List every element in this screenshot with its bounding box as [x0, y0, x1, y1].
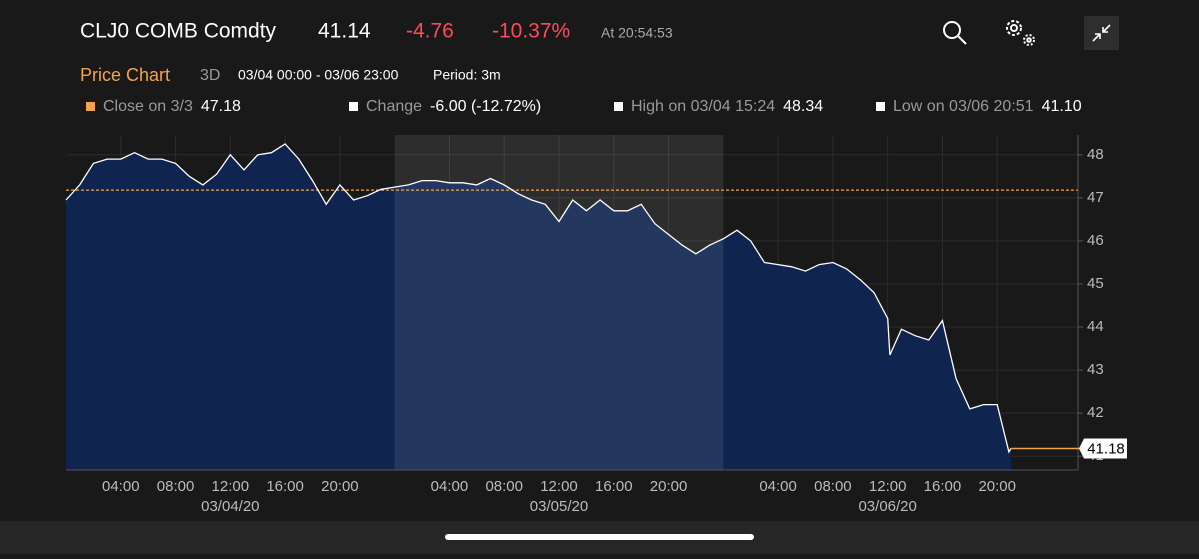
ticker: CLJ0 COMB Comdty — [80, 20, 277, 43]
area — [66, 144, 1011, 470]
x-tick-label: 08:00 — [814, 478, 852, 495]
collapse-button[interactable] — [1084, 16, 1119, 50]
y-tick-label: 43 — [1087, 361, 1104, 378]
x-tick-label: 12:00 — [212, 478, 250, 495]
x-tick-label: 04:00 — [759, 478, 797, 495]
y-tick-label: 48 — [1087, 146, 1104, 163]
price-line — [65, 143, 1012, 454]
legend-value: 41.10 — [1042, 98, 1082, 115]
price: 41.14 — [318, 20, 371, 43]
x-tick-label: 08:00 — [485, 478, 523, 495]
y-tick-label: 44 — [1087, 318, 1104, 335]
legend: Close on 3/3 47.18 Change -6.00 (-12.72%) Hi… — [86, 98, 1082, 115]
highlight-band — [394, 135, 724, 470]
legend-label: Close on 3/3 — [103, 98, 193, 115]
legend-swatch — [876, 102, 885, 111]
legend-label: Change — [366, 98, 422, 115]
y-tick-label: 47 — [1087, 189, 1104, 206]
time: At 20:54:53 — [601, 25, 673, 41]
x-tick-label: 16:00 — [924, 478, 962, 495]
x-tick-label: 20:00 — [978, 478, 1016, 495]
legend-item: Close on 3/3 47.18 — [103, 98, 241, 115]
last-value-box — [1079, 438, 1127, 459]
settings-icon[interactable] — [1006, 20, 1035, 46]
legend-value: 47.18 — [201, 98, 241, 115]
x-tick-label: 12:00 — [540, 478, 578, 495]
range[interactable]: 3D — [200, 67, 220, 84]
legend-item: High on 03/04 15:24 48.34 — [631, 98, 823, 115]
legend-value: 48.34 — [783, 98, 823, 115]
y-tick-label: 42 — [1087, 404, 1104, 421]
x-tick-label: 12:00 — [869, 478, 907, 495]
date-label: 03/05/20 — [530, 498, 588, 515]
period: Period: 3m — [433, 67, 501, 83]
last-value-label: 41.18 — [1087, 440, 1125, 457]
date-label: 03/04/20 — [201, 498, 259, 515]
change-pct: -10.37% — [492, 20, 570, 43]
x-tick-label: 04:00 — [431, 478, 469, 495]
legend-swatch — [86, 102, 95, 111]
legend-value: -6.00 (-12.72%) — [430, 98, 541, 115]
home-indicator[interactable] — [445, 534, 754, 540]
x-tick-label: 16:00 — [266, 478, 304, 495]
legend-swatch — [614, 102, 623, 111]
period-range: 03/04 00:00 - 03/06 23:00 — [238, 67, 399, 83]
legend-label: High on 03/04 15:24 — [631, 98, 775, 115]
legend-item: Change -6.00 (-12.72%) — [366, 98, 541, 115]
date-label: 03/06/20 — [858, 498, 916, 515]
x-tick-label: 08:00 — [157, 478, 195, 495]
y-tick-label: 46 — [1087, 232, 1104, 249]
x-tick-label: 04:00 — [102, 478, 140, 495]
y-tick-label: 45 — [1087, 275, 1104, 292]
legend-item: Low on 03/06 20:51 41.10 — [893, 98, 1082, 115]
x-tick-label: 16:00 — [595, 478, 633, 495]
x-tick-label: 20:00 — [650, 478, 688, 495]
search-icon[interactable] — [943, 21, 967, 45]
chart-name[interactable]: Price Chart — [80, 65, 170, 85]
change: -4.76 — [406, 20, 454, 43]
legend-swatch — [349, 102, 358, 111]
plot: 414243444546474804:0008:0012:0016:0020:0… — [65, 135, 1127, 515]
legend-label: Low on 03/06 20:51 — [893, 98, 1034, 115]
x-tick-label: 20:00 — [321, 478, 359, 495]
